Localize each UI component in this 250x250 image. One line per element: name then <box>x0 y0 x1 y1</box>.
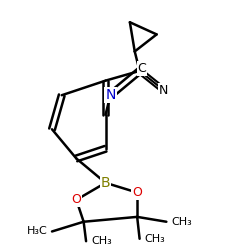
Text: CH₃: CH₃ <box>171 217 192 227</box>
Text: H₃C: H₃C <box>26 226 47 236</box>
Text: N: N <box>159 84 168 97</box>
Text: CH₃: CH₃ <box>144 234 165 244</box>
Text: N: N <box>105 88 116 102</box>
Text: C: C <box>138 62 146 75</box>
Text: O: O <box>72 193 81 206</box>
Text: O: O <box>132 186 142 199</box>
Text: CH₃: CH₃ <box>91 236 112 246</box>
Text: B: B <box>101 176 110 190</box>
